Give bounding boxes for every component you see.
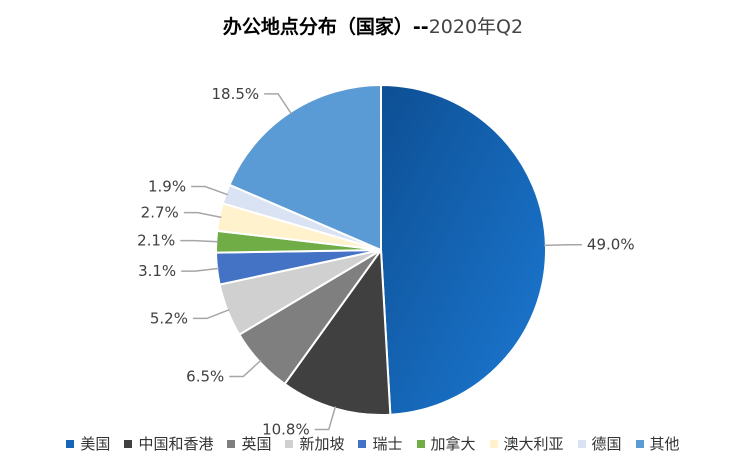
data-label-5: 2.1% bbox=[137, 232, 175, 250]
legend-label-3: 新加坡 bbox=[299, 435, 345, 453]
chart-title-main: 办公地点分布（国家）-- bbox=[222, 16, 429, 38]
data-label-0: 49.0% bbox=[587, 236, 635, 254]
leader-line-5 bbox=[180, 239, 219, 243]
pie-slice-0 bbox=[380, 83, 547, 416]
legend-item-4: 瑞士 bbox=[358, 433, 403, 454]
leader-line-0 bbox=[543, 243, 582, 247]
chart-title: 办公地点分布（国家）--2020年Q2 bbox=[0, 12, 746, 39]
data-label-8: 18.5% bbox=[211, 85, 259, 103]
legend-swatch-0 bbox=[66, 439, 75, 448]
legend-swatch-5 bbox=[416, 439, 425, 448]
chart-title-sub: 2020年Q2 bbox=[428, 16, 524, 38]
legend-item-5: 加拿大 bbox=[416, 433, 476, 454]
legend-swatch-4 bbox=[358, 439, 367, 448]
legend-item-2: 英国 bbox=[227, 433, 271, 454]
legend-label-6: 澳大利亚 bbox=[503, 435, 564, 453]
legend-label-2: 英国 bbox=[241, 435, 272, 453]
legend-swatch-6 bbox=[489, 439, 498, 448]
leader-line-4 bbox=[181, 267, 220, 272]
leader-line-3 bbox=[192, 308, 230, 320]
legend-swatch-2 bbox=[227, 439, 236, 448]
data-label-6: 2.7% bbox=[141, 204, 179, 222]
legend-label-7: 德国 bbox=[591, 435, 622, 453]
legend-item-6: 澳大利亚 bbox=[489, 433, 564, 454]
leader-line-6 bbox=[183, 211, 222, 219]
legend-label-8: 其他 bbox=[649, 435, 680, 453]
legend-swatch-3 bbox=[285, 439, 294, 448]
legend-item-1: 中国和香港 bbox=[124, 433, 213, 454]
data-label-7: 1.9% bbox=[148, 178, 186, 196]
data-label-4: 3.1% bbox=[138, 262, 176, 280]
legend-item-8: 其他 bbox=[635, 433, 680, 454]
legend-item-7: 德国 bbox=[577, 433, 622, 454]
data-label-2: 6.5% bbox=[186, 367, 224, 385]
legend-label-4: 瑞士 bbox=[372, 435, 403, 453]
leader-line-2 bbox=[229, 359, 262, 378]
data-label-3: 5.2% bbox=[150, 309, 188, 327]
legend-item-0: 美国 bbox=[66, 433, 110, 454]
data-label-1: 10.8% bbox=[262, 421, 310, 439]
legend-swatch-1 bbox=[124, 439, 133, 448]
leader-line-8 bbox=[264, 93, 292, 115]
leader-line-7 bbox=[191, 185, 228, 196]
legend-label-5: 加拿大 bbox=[430, 435, 476, 453]
legend-label-0: 美国 bbox=[80, 435, 111, 453]
leader-line-1 bbox=[314, 406, 337, 431]
legend-item-3: 新加坡 bbox=[285, 433, 344, 454]
legend-swatch-8 bbox=[635, 439, 644, 448]
legend: 美国 中国和香港 英国 新加坡 瑞士 加拿大 澳大利亚 德国 其他 bbox=[0, 433, 746, 454]
legend-swatch-7 bbox=[577, 439, 586, 448]
legend-label-1: 中国和香港 bbox=[138, 435, 214, 453]
